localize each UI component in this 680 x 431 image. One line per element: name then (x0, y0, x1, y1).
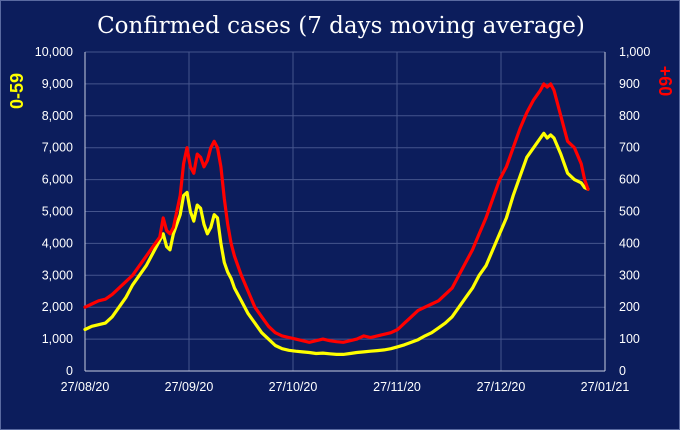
right-tick-label: 0 (619, 364, 626, 378)
x-axis-ticks: 27/08/20 27/09/20 27/10/20 27/11/20 27/12/20… (61, 380, 630, 394)
x-tick-label: 27/11/20 (373, 380, 421, 394)
left-tick-label: 8,000 (42, 109, 73, 123)
left-tick-label: 1,000 (42, 332, 73, 346)
right-tick-label: 200 (619, 300, 640, 314)
right-tick-label: 700 (619, 141, 640, 155)
right-tick-label: 900 (619, 77, 640, 91)
x-tick-label: 27/01/21 (581, 380, 630, 394)
x-tick-label: 27/12/20 (477, 380, 526, 394)
series-line-right (83, 82, 590, 344)
left-tick-label: 7,000 (42, 141, 73, 155)
x-tick-label: 27/08/20 (61, 380, 110, 394)
right-tick-label: 500 (619, 205, 640, 219)
right-axis-ticks: 0 100 200 300 400 500 600 700 800 900 1,000 (619, 45, 650, 378)
left-tick-label: 5,000 (42, 205, 73, 219)
left-tick-label: 10,000 (35, 45, 73, 59)
right-tick-label: 600 (619, 173, 640, 187)
left-axis-ticks: 0 1,000 2,000 3,000 4,000 5,000 6,000 7,000 8,00… (35, 45, 73, 378)
chart-title: Confirmed cases (7 days moving average) (97, 13, 585, 39)
left-tick-label: 9,000 (42, 77, 73, 91)
x-tick-label: 27/10/20 (269, 380, 318, 394)
right-tick-label: 100 (619, 332, 640, 346)
x-tick-label: 27/09/20 (165, 380, 214, 394)
right-tick-label: 800 (619, 109, 640, 123)
axes (84, 52, 606, 372)
right-tick-label: 400 (619, 236, 640, 250)
gridlines (85, 51, 605, 371)
right-tick-label: 1,000 (619, 45, 650, 59)
series-line-left (83, 131, 590, 356)
left-tick-label: 0 (66, 364, 73, 378)
right-axis-label: +60 (655, 66, 675, 97)
left-tick-label: 6,000 (42, 173, 73, 187)
left-tick-label: 4,000 (42, 236, 73, 250)
left-axis-label: 0-59 (7, 73, 27, 109)
right-tick-label: 300 (619, 268, 640, 282)
left-tick-label: 3,000 (42, 268, 73, 282)
left-tick-label: 2,000 (42, 300, 73, 314)
series-lines (83, 82, 590, 356)
